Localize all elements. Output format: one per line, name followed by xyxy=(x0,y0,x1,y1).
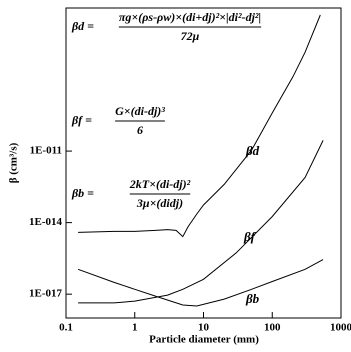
x-axis-label: Particle diameter (mm) xyxy=(149,334,259,346)
series-label: βb xyxy=(245,291,260,306)
x-tick-label: 0.1 xyxy=(59,322,73,334)
series-line xyxy=(78,14,321,238)
equation-denominator: 3μ×(didj) xyxy=(136,196,183,210)
equation-numerator: πg×(ρs-ρw)×(di+dj)²×|di²-dj²| xyxy=(119,10,261,24)
equation-lhs: βb = xyxy=(71,186,94,200)
y-tick-label: 1E-011 xyxy=(30,145,62,157)
x-tick-label: 1 xyxy=(132,322,138,334)
x-tick-label: 100 xyxy=(264,322,281,334)
x-tick-label: 1000 xyxy=(330,322,351,334)
equation-lhs: βd = xyxy=(71,19,94,33)
equation-denominator: 72μ xyxy=(181,29,200,43)
series-line xyxy=(77,259,324,307)
equation-denominator: 6 xyxy=(137,123,143,137)
series-label: βd xyxy=(245,143,260,158)
series-label: βf xyxy=(243,229,257,244)
y-axis-label: β (cm³/s) xyxy=(8,142,20,183)
equation-numerator: G×(di-dj)³ xyxy=(115,104,165,118)
y-tick-label: 1E-017 xyxy=(29,288,63,300)
y-tick-label: 1E-014 xyxy=(29,216,63,228)
equation-lhs: βf = xyxy=(71,113,92,127)
series-line xyxy=(78,140,324,304)
x-tick-label: 10 xyxy=(198,322,210,334)
equation-numerator: 2kT×(di-dj)² xyxy=(129,177,191,191)
